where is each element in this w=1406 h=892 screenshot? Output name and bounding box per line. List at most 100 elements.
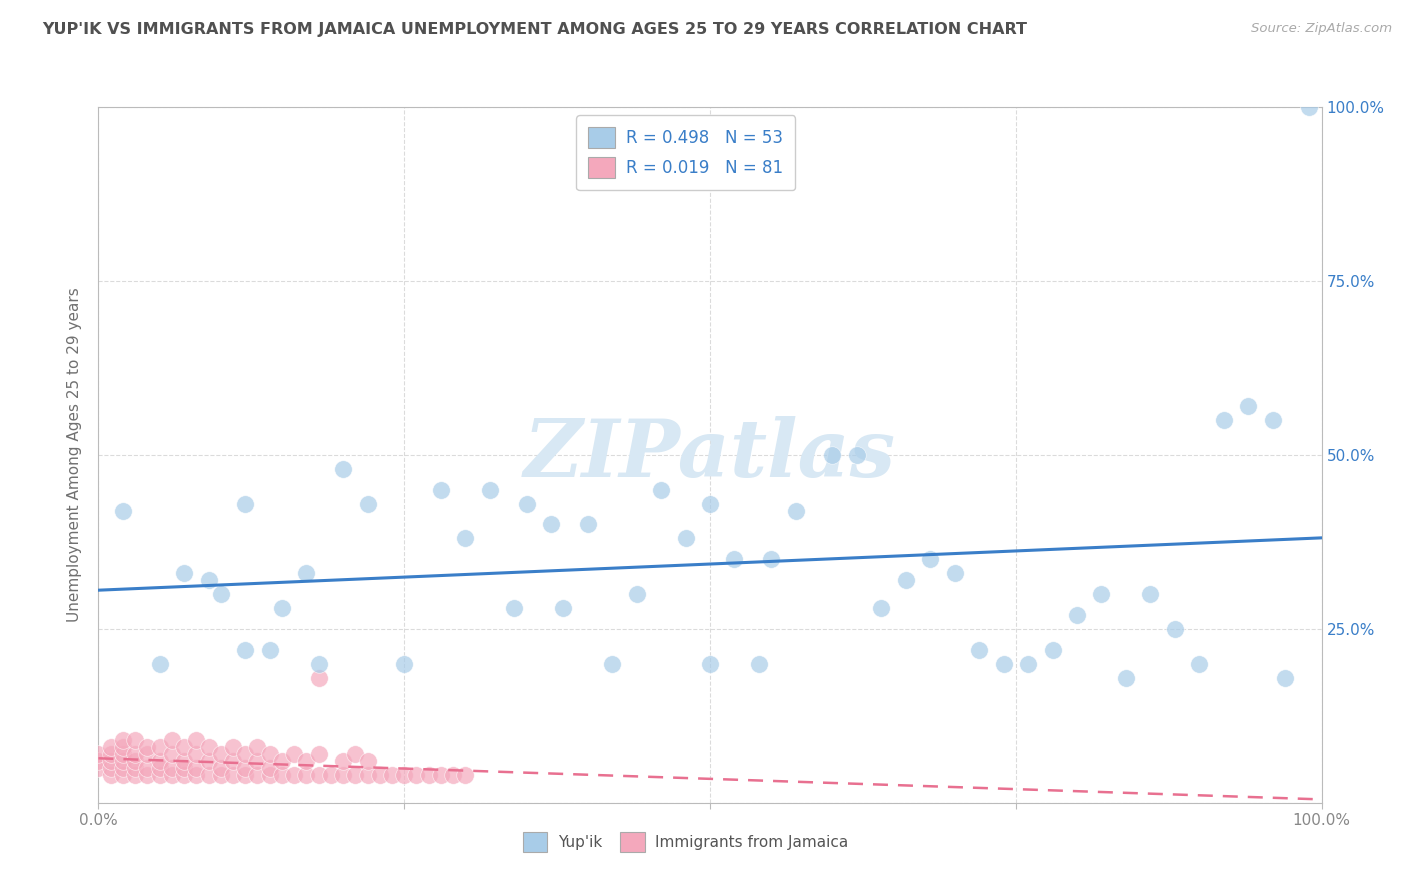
- Point: [368, 768, 391, 782]
- Point: [478, 483, 501, 497]
- Point: [1090, 587, 1112, 601]
- Point: [222, 740, 245, 755]
- Point: [111, 754, 134, 768]
- Point: [124, 768, 146, 782]
- Point: [87, 761, 110, 775]
- Point: [173, 740, 195, 755]
- Text: ZIPatlas: ZIPatlas: [524, 417, 896, 493]
- Text: Source: ZipAtlas.com: Source: ZipAtlas.com: [1251, 22, 1392, 36]
- Point: [761, 552, 783, 566]
- Point: [149, 657, 172, 671]
- Point: [576, 517, 599, 532]
- Point: [748, 657, 770, 671]
- Point: [149, 740, 172, 755]
- Point: [270, 768, 294, 782]
- Point: [136, 740, 159, 755]
- Point: [920, 552, 942, 566]
- Point: [186, 733, 208, 747]
- Point: [111, 768, 134, 782]
- Point: [197, 768, 219, 782]
- Point: [821, 448, 844, 462]
- Point: [308, 671, 330, 685]
- Point: [100, 761, 122, 775]
- Point: [699, 497, 721, 511]
- Point: [222, 768, 245, 782]
- Point: [160, 768, 183, 782]
- Point: [405, 768, 427, 782]
- Point: [209, 761, 232, 775]
- Point: [1298, 100, 1320, 114]
- Point: [233, 747, 256, 761]
- Point: [197, 740, 219, 755]
- Point: [173, 566, 195, 581]
- Point: [124, 754, 146, 768]
- Point: [1237, 399, 1260, 413]
- Point: [186, 761, 208, 775]
- Point: [111, 740, 134, 755]
- Point: [111, 747, 134, 761]
- Point: [160, 761, 183, 775]
- Point: [430, 483, 453, 497]
- Point: [209, 747, 232, 761]
- Point: [197, 573, 219, 587]
- Point: [295, 754, 318, 768]
- Point: [283, 768, 305, 782]
- Point: [344, 768, 367, 782]
- Point: [160, 733, 183, 747]
- Point: [111, 733, 134, 747]
- Point: [124, 733, 146, 747]
- Point: [943, 566, 966, 581]
- Point: [222, 754, 245, 768]
- Point: [503, 601, 526, 615]
- Point: [186, 768, 208, 782]
- Point: [1066, 607, 1088, 622]
- Point: [233, 642, 256, 657]
- Point: [1164, 622, 1187, 636]
- Point: [332, 768, 354, 782]
- Point: [845, 448, 868, 462]
- Point: [381, 768, 404, 782]
- Point: [111, 503, 134, 517]
- Point: [894, 573, 917, 587]
- Text: YUP'IK VS IMMIGRANTS FROM JAMAICA UNEMPLOYMENT AMONG AGES 25 TO 29 YEARS CORRELA: YUP'IK VS IMMIGRANTS FROM JAMAICA UNEMPL…: [42, 22, 1028, 37]
- Point: [1274, 671, 1296, 685]
- Point: [626, 587, 648, 601]
- Point: [967, 642, 990, 657]
- Point: [209, 768, 232, 782]
- Point: [308, 657, 330, 671]
- Point: [233, 768, 256, 782]
- Point: [515, 497, 537, 511]
- Point: [332, 754, 354, 768]
- Point: [173, 754, 195, 768]
- Point: [1188, 657, 1211, 671]
- Point: [600, 657, 623, 671]
- Point: [87, 754, 110, 768]
- Point: [723, 552, 745, 566]
- Point: [186, 747, 208, 761]
- Point: [675, 532, 697, 546]
- Point: [149, 768, 172, 782]
- Point: [295, 768, 318, 782]
- Point: [160, 747, 183, 761]
- Y-axis label: Unemployment Among Ages 25 to 29 years: Unemployment Among Ages 25 to 29 years: [67, 287, 83, 623]
- Point: [149, 754, 172, 768]
- Point: [356, 768, 378, 782]
- Point: [344, 747, 367, 761]
- Point: [173, 768, 195, 782]
- Point: [197, 754, 219, 768]
- Point: [270, 754, 294, 768]
- Point: [785, 503, 807, 517]
- Point: [332, 462, 354, 476]
- Point: [259, 761, 281, 775]
- Point: [124, 761, 146, 775]
- Point: [356, 754, 378, 768]
- Point: [454, 532, 477, 546]
- Point: [392, 768, 416, 782]
- Point: [441, 768, 464, 782]
- Point: [308, 747, 330, 761]
- Point: [540, 517, 562, 532]
- Point: [111, 761, 134, 775]
- Point: [553, 601, 575, 615]
- Point: [149, 761, 172, 775]
- Point: [136, 768, 159, 782]
